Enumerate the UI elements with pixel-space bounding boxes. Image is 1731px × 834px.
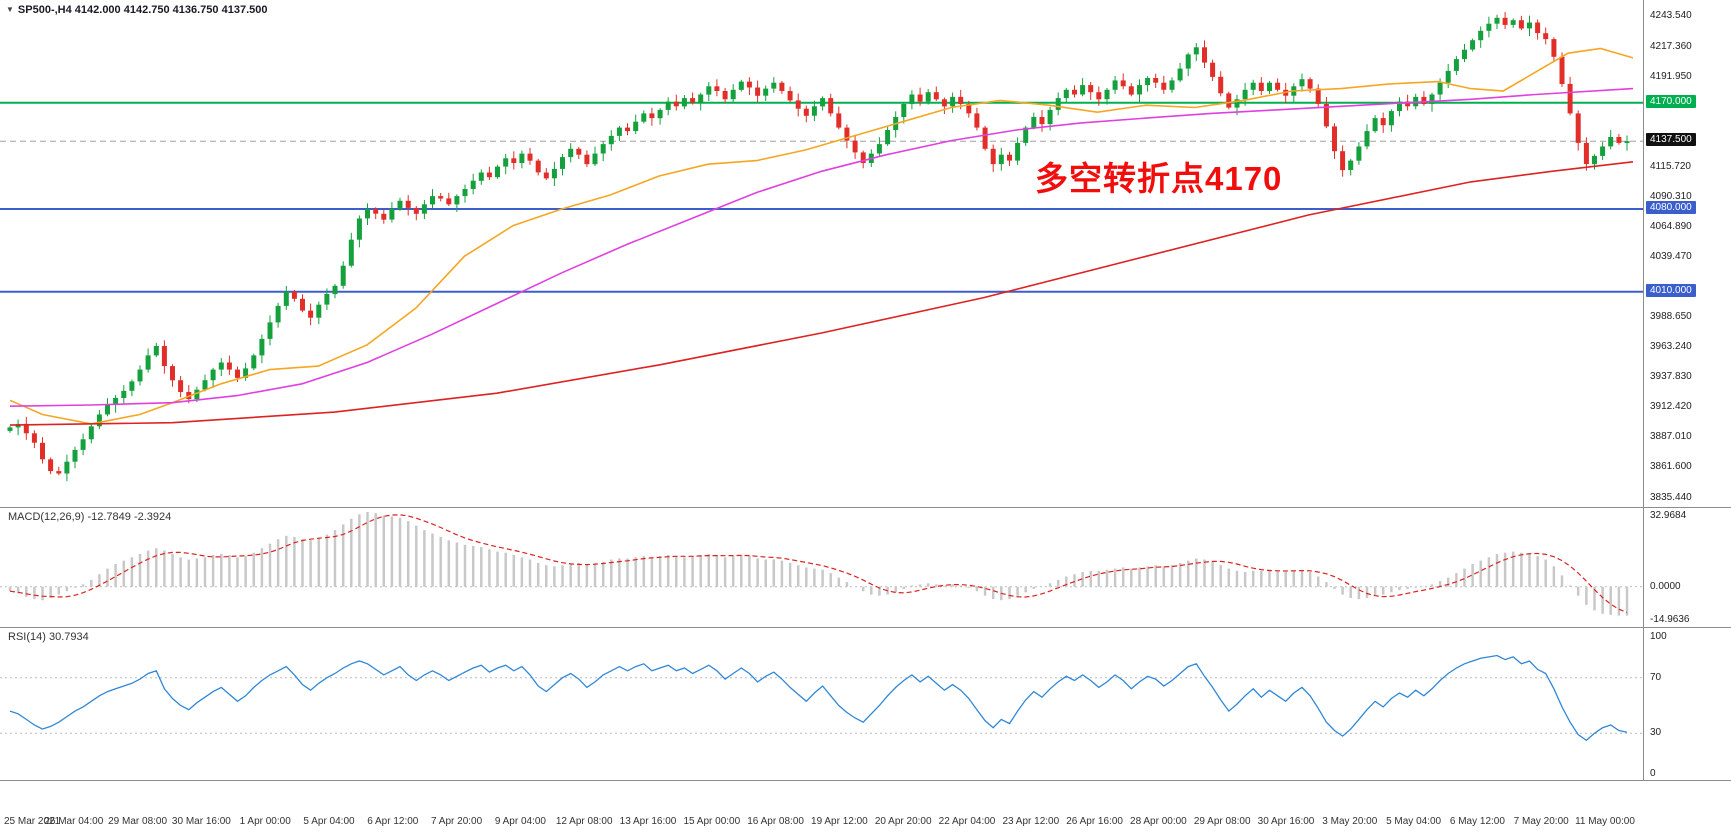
macd-signal-line: [9, 514, 1628, 614]
price-badge-4137-500: 4137.500: [1646, 133, 1696, 146]
panel-divider-rsi-dates: [0, 780, 1731, 781]
time-tick-label: 5 May 04:00: [1386, 816, 1442, 827]
price-badge-4170-000: 4170.000: [1646, 95, 1696, 108]
panel-divider-main-macd[interactable]: [0, 507, 1731, 508]
time-tick-label: 12 Apr 08:00: [555, 816, 613, 827]
price-axis-border: [1643, 0, 1644, 780]
macd-zero-label: 0.0000: [1650, 580, 1681, 592]
price-tick-label: 4064.890: [1650, 221, 1692, 232]
time-tick-label: 16 Apr 08:00: [747, 816, 804, 827]
time-tick-label: 7 Apr 20:00: [431, 816, 483, 827]
time-tick-label: 7 May 20:00: [1513, 816, 1569, 827]
price-tick-label: 3937.830: [1650, 371, 1692, 382]
time-tick-label: 3 May 20:00: [1322, 816, 1378, 827]
price-tick-label: 3887.010: [1650, 431, 1692, 442]
time-tick-label: 28 Apr 00:00: [1130, 816, 1187, 827]
price-tick-label: 4090.310: [1650, 191, 1692, 202]
time-tick-label: 25 Mar 2021: [4, 816, 61, 827]
macd-max-label: 32.9684: [1650, 510, 1687, 521]
time-tick-label: 30 Apr 16:00: [1257, 816, 1315, 827]
mid-ma-line: [9, 87, 1634, 407]
time-tick-label: 26 Mar 04:00: [44, 816, 104, 827]
price-tick-label: 3861.600: [1650, 461, 1692, 472]
price-tick-label: 3835.440: [1650, 492, 1692, 503]
annotation-text: 多空转折点4170: [1035, 160, 1283, 197]
time-tick-label: 30 Mar 16:00: [171, 816, 231, 827]
rsi-0-label: 0: [1650, 768, 1656, 779]
price-tick-label: 3988.650: [1650, 311, 1692, 322]
time-tick-label: 23 Apr 12:00: [1002, 816, 1060, 827]
time-tick-label: 6 Apr 12:00: [367, 816, 419, 827]
chart-title: ▼ SP500-,H4 4142.000 4142.750 4136.750 41…: [6, 4, 267, 16]
rsi-line: [9, 654, 1628, 742]
price-tick-label: 4243.540: [1650, 10, 1692, 21]
time-tick-label: 20 Apr 20:00: [874, 816, 932, 827]
time-tick-label: 5 Apr 04:00: [303, 816, 355, 827]
time-tick-label: 26 Apr 16:00: [1066, 816, 1123, 827]
symbol-ohlc-label: SP500-,H4 4142.000 4142.750 4136.750 413…: [17, 4, 268, 16]
time-tick-label: 11 May 00:00: [1575, 816, 1635, 827]
price-badge-4010-000: 4010.000: [1646, 284, 1696, 297]
time-tick-label: 29 Apr 08:00: [1193, 816, 1251, 827]
rsi-indicator-label: RSI(14) 30.7934: [8, 631, 89, 643]
time-tick-label: 9 Apr 04:00: [494, 816, 546, 827]
price-tick-label: 4191.950: [1650, 71, 1692, 82]
macd-min-label: -14.9636: [1650, 614, 1690, 625]
time-tick-label: 15 Apr 00:00: [683, 816, 741, 827]
slow-ma-line: [9, 161, 1634, 426]
price-badge-4080-000: 4080.000: [1646, 201, 1696, 214]
time-tick-label: 6 May 12:00: [1449, 816, 1505, 827]
symbol-menu-icon[interactable]: ▼: [6, 5, 14, 14]
rsi-100-label: 100: [1650, 631, 1667, 642]
price-tick-label: 4115.720: [1650, 161, 1691, 172]
time-tick-label: 1 Apr 00:00: [239, 816, 291, 827]
time-tick-label: 19 Apr 12:00: [811, 816, 868, 827]
fast-ma-line: [9, 47, 1634, 425]
main-chart-canvas[interactable]: [0, 0, 1731, 507]
price-tick-label: 3912.420: [1650, 401, 1692, 412]
price-tick-label: 4039.470: [1650, 251, 1692, 262]
rsi-30-label: 30: [1650, 727, 1662, 739]
time-tick-label: 22 Apr 04:00: [938, 816, 996, 827]
time-tick-label: 29 Mar 08:00: [108, 816, 168, 827]
price-tick-label: 3963.240: [1650, 341, 1692, 352]
price-tick-label: 4217.360: [1650, 41, 1692, 52]
time-tick-label: 13 Apr 16:00: [619, 816, 677, 827]
macd-indicator-label: MACD(12,26,9) -12.7849 -2.3924: [8, 511, 172, 523]
rsi-70-label: 70: [1650, 671, 1662, 683]
panel-divider-macd-rsi[interactable]: [0, 627, 1731, 628]
